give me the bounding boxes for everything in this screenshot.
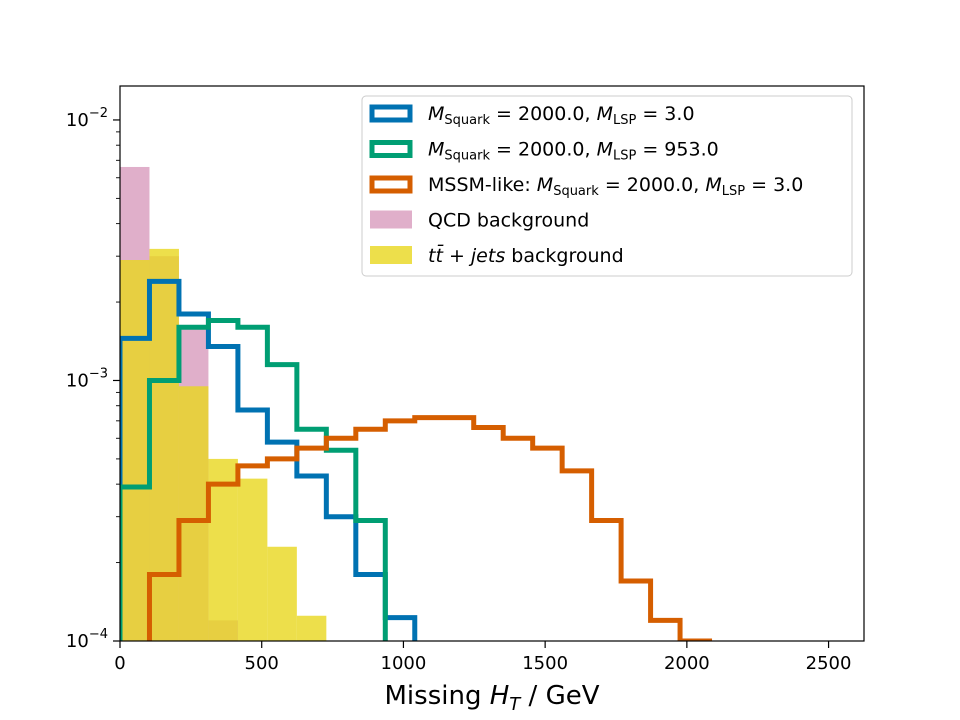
bar-ttbar-5 (267, 546, 297, 641)
y-tick-label: 10−3 (66, 366, 108, 391)
x-tick-label: 1000 (381, 653, 427, 674)
legend-label: MSquark = 2000.0, MLSP = 3.0 (428, 103, 695, 128)
legend-entry-2: MSSM-like: MSquark = 2000.0, MLSP = 3.0 (369, 174, 803, 199)
bar-ttbar-0 (120, 260, 150, 641)
x-tick-label: 0 (114, 653, 125, 674)
x-axis-label: Missing HT / GeV (385, 681, 600, 715)
x-tick-label: 1500 (522, 653, 568, 674)
bar-ttbar-4 (237, 478, 268, 641)
legend-box (361, 95, 853, 277)
legend-label: tt̄ + jets background (428, 243, 624, 267)
y-tick-label: 10−4 (66, 627, 108, 652)
legend-entry-0: MSquark = 2000.0, MLSP = 3.0 (369, 103, 695, 128)
x-tick-label: 500 (245, 653, 279, 674)
legend-entry-3: QCD background (370, 210, 589, 232)
step-histograms (120, 278, 713, 641)
y-axis: 10−4 10−3 10−2 (66, 106, 120, 652)
legend-swatch (369, 104, 413, 123)
legend-swatch (369, 140, 413, 158)
y-tick-label: 10−2 (66, 106, 108, 131)
legend-entry-1: MSquark = 2000.0, MLSP = 953.0 (369, 139, 719, 164)
step-series-mssm-like (146, 415, 713, 641)
step-series-lsp-3 (120, 278, 418, 641)
legend: MSquark = 2000.0, MLSP = 3.0 MSquark = 20… (361, 95, 853, 277)
legend-swatch (370, 246, 412, 264)
x-tick-label: 2000 (664, 653, 710, 674)
x-axis: 0 500 1000 1500 2000 2500 (114, 641, 851, 674)
legend-swatch (369, 175, 413, 194)
legend-swatch (370, 210, 412, 229)
plot-frame (119, 85, 865, 642)
legend-label: MSSM-like: MSquark = 2000.0, MLSP = 3.0 (428, 174, 803, 199)
x-tick-label: 2500 (806, 653, 852, 674)
bar-ttbar-6 (296, 615, 327, 641)
bar-ttbar-2 (178, 386, 209, 641)
bar-ttbar-1 (149, 248, 179, 641)
bar-ttbar-3 (208, 458, 238, 641)
legend-entry-4: tt̄ + jets background (370, 243, 624, 267)
legend-label: MSquark = 2000.0, MLSP = 953.0 (428, 139, 719, 164)
legend-label: QCD background (428, 210, 589, 232)
step-series-lsp-953 (120, 317, 388, 641)
